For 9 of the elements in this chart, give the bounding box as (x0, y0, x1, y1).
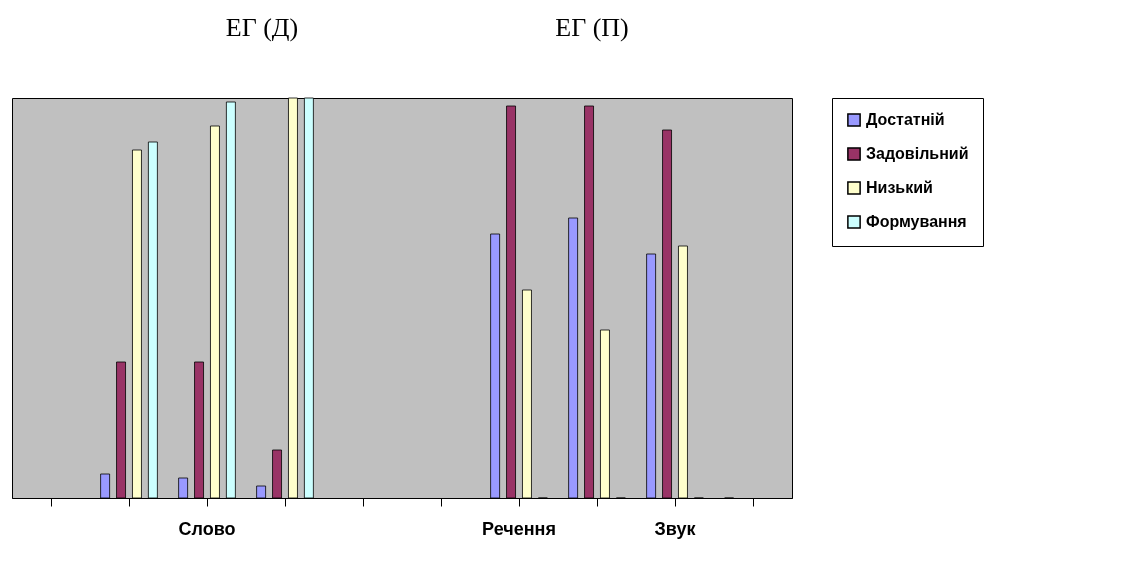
x-tick-label: Речення (482, 518, 556, 539)
x-tick-label: Слово (178, 518, 236, 539)
legend-label: Задовільний (866, 145, 969, 162)
chart-subtitle: ЕГ (П) (555, 13, 629, 42)
x-tick-label: Звук (654, 518, 697, 539)
legend-label: Достатній (866, 111, 945, 128)
chart-title: ЕГ (Д) (225, 13, 299, 42)
legend-label: Низький (866, 179, 933, 196)
legend-label: Формування (866, 213, 967, 230)
